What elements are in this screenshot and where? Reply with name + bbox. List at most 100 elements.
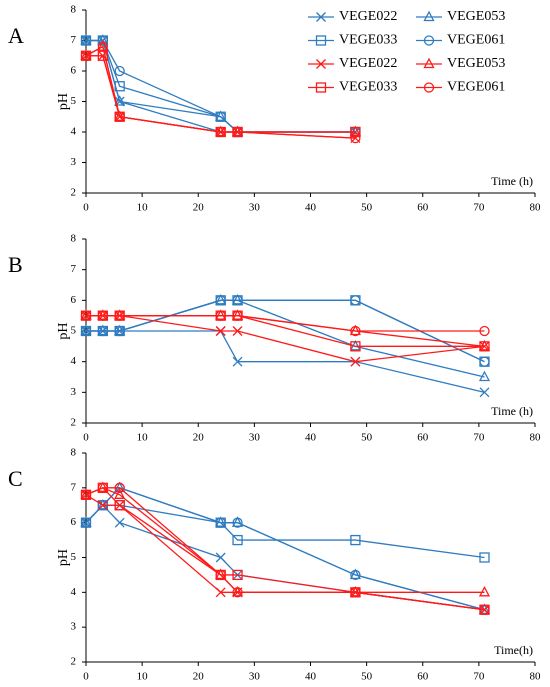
marker [231, 309, 244, 320]
panel-label: A [8, 23, 24, 48]
marker [350, 587, 361, 598]
marker [215, 517, 226, 528]
marker [215, 293, 227, 305]
y-tick-label: 6 [71, 65, 77, 77]
marker [80, 310, 92, 321]
y-tick-label: 6 [71, 516, 77, 528]
x-tick-label: 60 [417, 432, 429, 444]
marker [114, 310, 125, 321]
marker [231, 293, 244, 305]
marker [232, 126, 243, 138]
series-line [86, 330, 485, 393]
marker [215, 326, 226, 336]
marker [350, 569, 361, 581]
marker [232, 295, 243, 306]
legend-label: VEGE033 [339, 80, 397, 95]
x-tick-label: 70 [473, 432, 485, 444]
marker [350, 132, 361, 144]
marker [114, 488, 126, 499]
y-axis-label: pH [56, 93, 71, 110]
x-tick-label: 0 [83, 202, 89, 214]
legend: VEGE022 VEGE033 VEGE053 VEGE061 VEGE022 VEGE0… [308, 9, 505, 95]
legend-label: VEGE061 [447, 33, 505, 48]
marker [215, 310, 226, 321]
marker [350, 295, 361, 306]
x-axis-label: Time (h) [491, 174, 533, 188]
y-axis-label: pH [56, 322, 71, 339]
y-tick-label: 3 [71, 156, 77, 168]
x-axis-label: Time (h) [491, 404, 533, 418]
marker [232, 517, 243, 528]
legend-label: VEGE033 [339, 33, 397, 48]
marker [215, 126, 226, 138]
legend-label: VEGE061 [447, 80, 505, 95]
x-tick-label: 10 [137, 432, 149, 444]
marker [350, 325, 361, 337]
x-tick-label: 20 [193, 432, 205, 444]
x-axis-label: Time(h) [494, 643, 533, 657]
marker [232, 534, 243, 546]
marker [423, 10, 435, 22]
y-tick-label: 4 [71, 355, 77, 367]
marker [114, 481, 126, 492]
marker [80, 34, 92, 45]
marker [423, 82, 435, 93]
x-tick-label: 30 [249, 202, 261, 214]
x-tick-label: 80 [530, 432, 542, 444]
marker [478, 585, 491, 597]
x-tick-label: 20 [193, 671, 205, 683]
marker [97, 482, 108, 493]
marker [350, 341, 361, 352]
marker [114, 325, 125, 337]
x-tick-label: 60 [417, 671, 429, 683]
marker [479, 552, 490, 563]
series-line [85, 45, 356, 133]
y-tick-label: 7 [71, 34, 77, 46]
series-line [86, 315, 485, 332]
x-tick-label: 10 [137, 202, 149, 214]
y-tick-label: 2 [71, 187, 77, 199]
marker [114, 65, 125, 77]
y-tick-label: 6 [71, 294, 77, 306]
marker [232, 326, 243, 336]
x-tick-label: 40 [305, 432, 317, 444]
y-tick-label: 3 [71, 621, 77, 633]
x-tick-label: 60 [417, 202, 429, 214]
y-tick-label: 3 [71, 386, 77, 398]
x-tick-label: 40 [305, 202, 317, 214]
y-tick-label: 8 [71, 233, 77, 245]
marker [479, 325, 490, 337]
x-tick-label: 70 [473, 671, 485, 683]
series-line [85, 45, 356, 139]
marker [232, 587, 243, 598]
marker [114, 482, 125, 493]
marker [478, 339, 491, 351]
marker [232, 310, 243, 321]
x-tick-label: 50 [361, 202, 373, 214]
marker [215, 309, 227, 320]
marker [349, 585, 361, 597]
legend-label: VEGE022 [339, 56, 397, 71]
marker [423, 57, 435, 69]
panel-label: C [8, 466, 23, 491]
marker [97, 40, 109, 51]
marker [114, 500, 125, 511]
marker [350, 356, 361, 367]
marker [315, 35, 327, 46]
marker [80, 50, 92, 61]
x-tick-label: 20 [193, 202, 205, 214]
y-axis-label: pH [56, 549, 71, 566]
y-tick-label: 7 [71, 481, 77, 493]
y-tick-label: 4 [71, 586, 77, 598]
marker [80, 309, 92, 320]
marker [97, 34, 109, 45]
series-line [85, 487, 485, 611]
y-tick-label: 7 [71, 263, 77, 275]
marker [97, 309, 109, 320]
legend-label: VEGE053 [447, 56, 505, 71]
marker [114, 95, 126, 106]
x-tick-label: 30 [249, 671, 261, 683]
